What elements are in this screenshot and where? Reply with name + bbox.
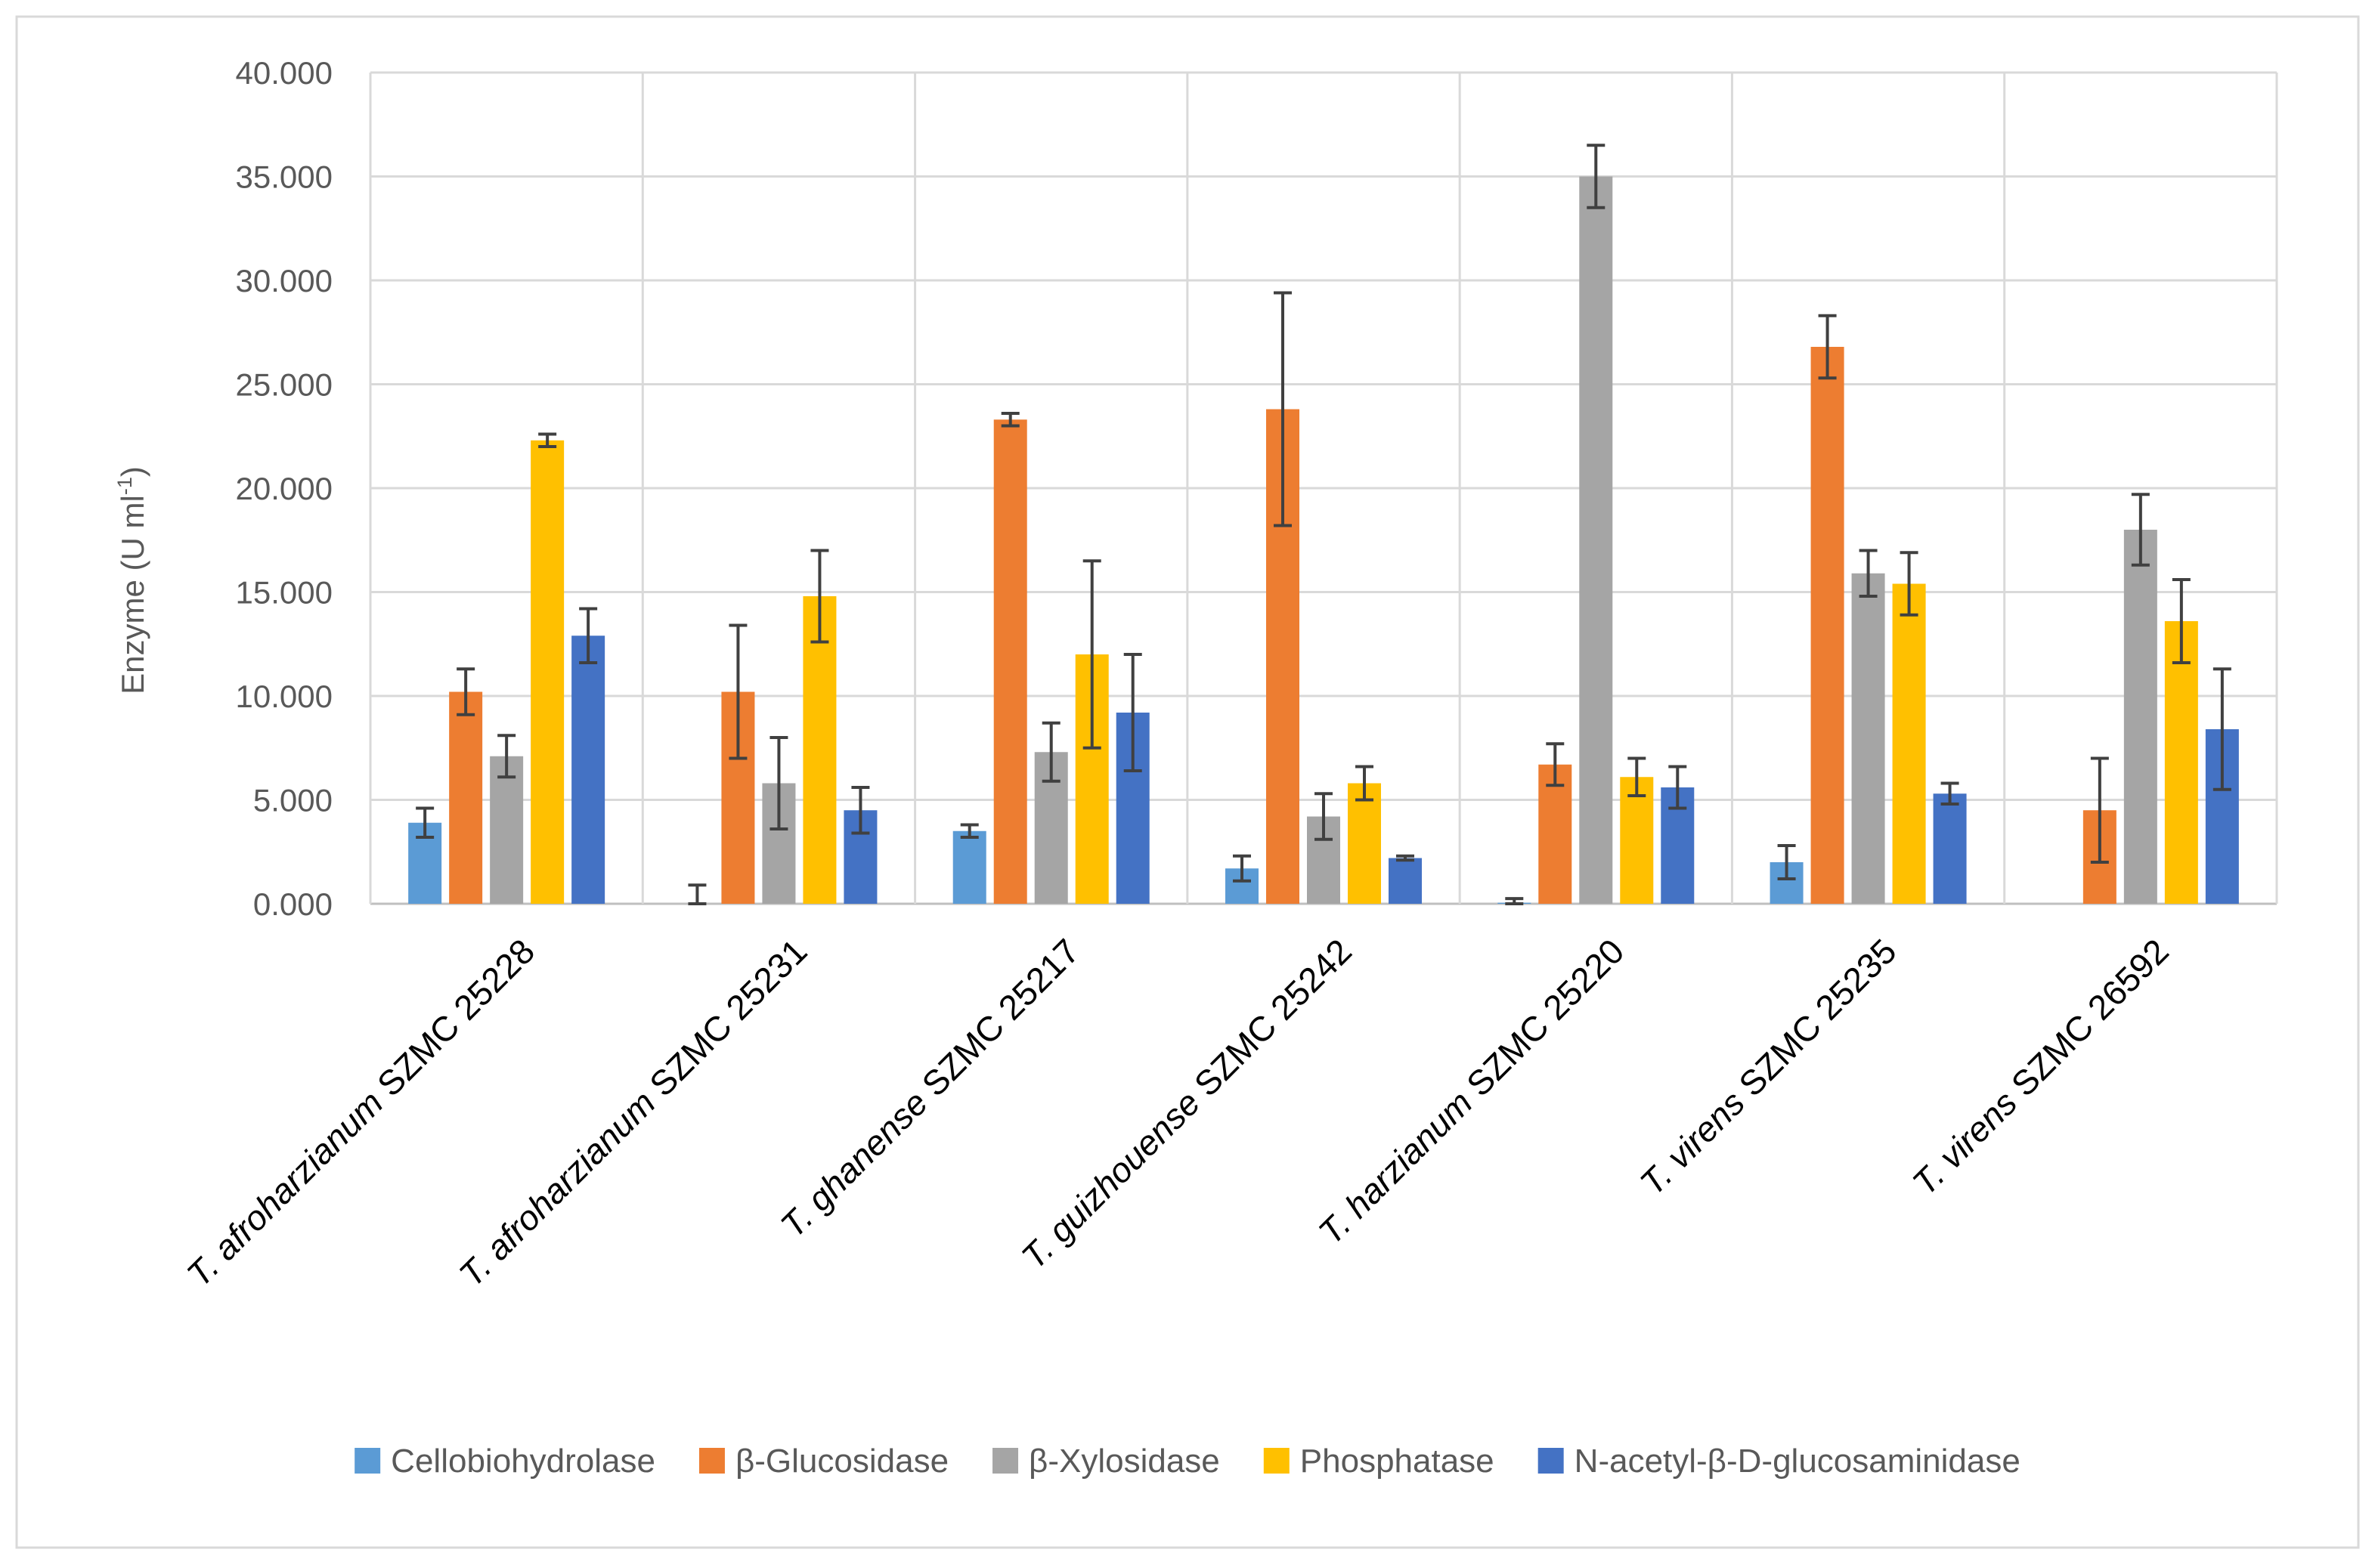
error-bar-4-2 bbox=[1123, 653, 1142, 772]
error-bar-2-3 bbox=[1314, 792, 1333, 841]
error-bar-3-1 bbox=[810, 549, 829, 644]
error-bar-3-5 bbox=[1900, 551, 1918, 617]
error-bar-0-2 bbox=[960, 823, 979, 839]
error-bar-0-3 bbox=[1233, 854, 1251, 883]
legend-item-3: Phosphatase bbox=[1263, 1443, 1494, 1480]
error-bar-3-0 bbox=[538, 432, 557, 448]
error-bar-2-5 bbox=[1859, 549, 1878, 598]
error-bar-1-4 bbox=[1546, 742, 1565, 787]
error-bar-2-6 bbox=[2131, 493, 2150, 567]
error-bar-4-3 bbox=[1396, 854, 1414, 862]
error-bar-4-4 bbox=[1668, 765, 1687, 810]
y-tick-label: 5.000 bbox=[253, 783, 333, 818]
legend-swatch bbox=[1537, 1448, 1564, 1474]
error-bar-3-3 bbox=[1355, 765, 1373, 802]
error-bar-2-2 bbox=[1042, 721, 1061, 783]
error-bar-0-0 bbox=[416, 806, 435, 839]
error-bar-4-1 bbox=[851, 786, 870, 835]
legend-item-4: N-acetyl-β-D-glucosaminidase bbox=[1537, 1443, 2020, 1480]
y-tick-label: 25.000 bbox=[236, 367, 333, 403]
bar-2-6 bbox=[2123, 530, 2157, 904]
bar-1-2 bbox=[993, 419, 1027, 904]
error-bar-4-0 bbox=[579, 607, 598, 664]
bar-4-5 bbox=[1933, 793, 1967, 904]
bar-1-4 bbox=[1538, 764, 1572, 904]
bars bbox=[408, 176, 2239, 904]
bar-3-6 bbox=[2164, 621, 2198, 904]
legend-item-1: β-Glucosidase bbox=[698, 1443, 949, 1480]
bar-2-5 bbox=[1851, 573, 1885, 904]
bar-0-2 bbox=[952, 830, 986, 904]
error-bar-1-3 bbox=[1274, 291, 1292, 527]
y-tick-label: 35.000 bbox=[236, 159, 333, 195]
error-bar-2-4 bbox=[1587, 144, 1606, 209]
error-bar-2-1 bbox=[769, 736, 788, 830]
error-bar-0-1 bbox=[688, 883, 707, 905]
y-axis-label-superscript: -1 bbox=[113, 477, 136, 495]
y-tick-label: 10.000 bbox=[236, 679, 333, 714]
bar-3-4 bbox=[1620, 777, 1654, 904]
y-axis-label-text: Enzyme (U ml bbox=[115, 495, 150, 694]
legend-swatch bbox=[355, 1448, 381, 1474]
legend-label: Cellobiohydrolase bbox=[391, 1443, 655, 1480]
legend-swatch bbox=[698, 1448, 725, 1474]
legend-item-2: β-Xylosidase bbox=[992, 1443, 1220, 1480]
bar-3-5 bbox=[1892, 583, 1926, 904]
legend: Cellobiohydrolase β-Glucosidase β-Xylosida… bbox=[355, 1443, 2020, 1480]
bar-1-5 bbox=[1810, 347, 1844, 904]
error-bar-1-5 bbox=[1818, 314, 1837, 380]
error-bar-1-0 bbox=[457, 667, 475, 716]
bar-3-1 bbox=[803, 596, 837, 904]
bar-4-0 bbox=[571, 636, 605, 904]
bar-3-3 bbox=[1348, 783, 1381, 904]
error-bar-1-1 bbox=[729, 623, 748, 760]
bar-2-0 bbox=[490, 756, 524, 904]
legend-swatch bbox=[1263, 1448, 1290, 1474]
error-bar-4-6 bbox=[2212, 667, 2231, 791]
error-bar-0-4 bbox=[1505, 897, 1524, 905]
error-bar-3-6 bbox=[2172, 578, 2191, 664]
y-tick-labels: 0.000 5.000 10.000 15.000 20.000 25.000 30.000… bbox=[236, 55, 333, 922]
error-bars bbox=[416, 144, 2231, 905]
legend-label: β-Xylosidase bbox=[1029, 1443, 1220, 1480]
legend-label: β-Glucosidase bbox=[735, 1443, 949, 1480]
legend-label: N-acetyl-β-D-glucosaminidase bbox=[1575, 1443, 2020, 1480]
bar-2-4 bbox=[1579, 176, 1613, 904]
error-bar-2-0 bbox=[497, 734, 516, 779]
y-tick-label: 0.000 bbox=[253, 886, 333, 922]
error-bar-3-4 bbox=[1627, 756, 1646, 797]
y-axis-label-close: ) bbox=[115, 466, 150, 477]
y-tick-label: 15.000 bbox=[236, 575, 333, 611]
bar-3-0 bbox=[531, 440, 565, 904]
y-axis-label: Enzyme (U ml-1) bbox=[113, 466, 150, 694]
error-bar-0-5 bbox=[1777, 844, 1796, 880]
bar-1-0 bbox=[449, 691, 483, 904]
y-tick-label: 30.000 bbox=[236, 263, 333, 298]
error-bar-3-2 bbox=[1082, 559, 1101, 750]
error-bar-4-5 bbox=[1940, 781, 1959, 806]
legend-item-0: Cellobiohydrolase bbox=[355, 1443, 655, 1480]
error-bar-1-2 bbox=[1001, 412, 1020, 428]
error-bar-1-6 bbox=[2090, 756, 2109, 864]
bar-4-3 bbox=[1389, 858, 1422, 904]
y-tick-label: 20.000 bbox=[236, 471, 333, 506]
legend-label: Phosphatase bbox=[1300, 1443, 1494, 1480]
legend-swatch bbox=[992, 1448, 1019, 1474]
y-tick-label: 40.000 bbox=[236, 55, 333, 91]
